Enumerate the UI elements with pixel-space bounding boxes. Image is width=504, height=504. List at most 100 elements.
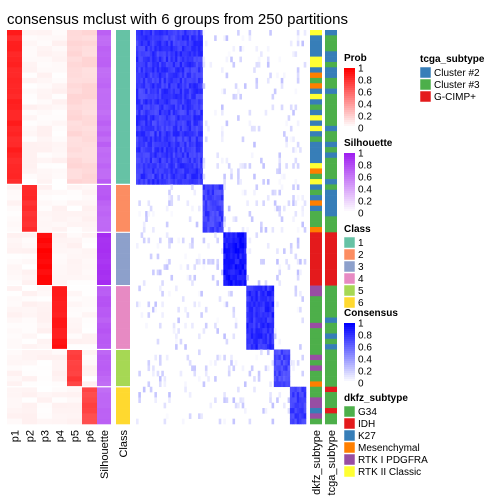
consensus-cell <box>283 354 286 361</box>
consensus-cell <box>225 237 229 244</box>
dkfz-subtype-cell <box>310 56 322 63</box>
consensus-cell <box>255 301 259 308</box>
consensus-cell <box>232 264 236 270</box>
consensus-cell <box>202 173 206 180</box>
consensus-cell <box>280 370 284 377</box>
consensus-cell <box>216 264 220 270</box>
consensus-cell <box>138 136 141 143</box>
consensus-legend-gradient-step <box>344 333 355 336</box>
consensus-cell <box>221 221 224 228</box>
consensus-cell <box>170 67 174 73</box>
consensus-cell <box>154 93 157 100</box>
consensus-cell <box>170 93 174 100</box>
prob-cell <box>52 296 68 302</box>
consensus-cell <box>257 290 261 297</box>
consensus-cell <box>138 72 141 79</box>
consensus-cell <box>165 136 169 143</box>
prob-cell <box>52 344 68 350</box>
prob-cell <box>22 88 38 95</box>
silhouette-cell <box>97 40 111 47</box>
consensus-cell <box>188 61 192 68</box>
consensus-cell <box>250 290 254 297</box>
prob-cell <box>22 147 38 153</box>
consensus-cell <box>264 301 268 308</box>
consensus-cell <box>154 173 157 180</box>
consensus-cell <box>266 306 270 313</box>
consensus-cell <box>301 397 305 404</box>
prob-cell <box>7 30 23 36</box>
consensus-legend-gradient-step <box>344 345 355 348</box>
dkfz-subtype-cell <box>310 258 322 265</box>
consensus-cell <box>188 141 192 148</box>
consensus-cell <box>161 67 164 73</box>
consensus-cell <box>246 312 249 318</box>
consensus-cell <box>168 115 171 121</box>
consensus-cell <box>260 317 263 324</box>
consensus-cell <box>179 56 183 63</box>
consensus-cell <box>147 67 151 73</box>
consensus-cell <box>239 93 242 100</box>
consensus-cell <box>145 30 148 36</box>
consensus-cell <box>136 30 139 36</box>
consensus-cell <box>138 51 141 57</box>
consensus-cell <box>184 51 187 57</box>
prob-cell <box>67 51 83 57</box>
consensus-cell <box>287 408 291 414</box>
consensus-cell <box>152 370 155 377</box>
consensus-cell <box>243 83 247 89</box>
consensus-cell <box>158 104 162 111</box>
prob-cell <box>7 77 23 84</box>
consensus-cell <box>294 418 298 425</box>
class-legend-swatch <box>343 260 356 273</box>
consensus-cell <box>253 67 256 73</box>
prob-cell <box>22 189 38 196</box>
consensus-cell <box>230 290 233 297</box>
prob-cell <box>52 72 68 79</box>
consensus-cell <box>204 227 208 233</box>
prob-cell <box>37 392 53 398</box>
consensus-cell <box>255 354 259 361</box>
consensus-cell <box>200 67 203 73</box>
consensus-cell <box>177 45 180 52</box>
consensus-cell <box>255 338 259 345</box>
class-cell <box>116 264 130 270</box>
consensus-cell <box>186 51 190 57</box>
consensus-cell <box>248 333 252 340</box>
consensus-cell <box>198 258 201 265</box>
prob-cell <box>37 168 53 175</box>
prob-cell <box>37 189 53 196</box>
consensus-cell <box>163 147 167 153</box>
consensus-cell <box>241 242 245 249</box>
consensus-cell <box>195 131 199 137</box>
consensus-cell <box>299 269 302 276</box>
prob-cell <box>67 189 83 196</box>
consensus-cell <box>221 125 224 132</box>
dkfz-subtype-cell <box>310 413 322 419</box>
consensus-cell <box>200 147 203 153</box>
consensus-cell <box>165 147 169 153</box>
consensus-cell <box>179 370 183 377</box>
consensus-cell <box>136 173 139 180</box>
consensus-cell <box>262 285 265 292</box>
consensus-cell <box>145 120 148 127</box>
consensus-cell <box>264 344 268 350</box>
consensus-cell <box>152 120 155 127</box>
consensus-cell <box>294 211 298 217</box>
consensus-cell <box>269 317 272 324</box>
class-legend-swatch <box>343 296 356 309</box>
class-cell <box>116 147 130 153</box>
consensus-cell <box>243 381 247 388</box>
consensus-cell <box>168 77 171 84</box>
consensus-cell <box>154 125 157 132</box>
prob-cell <box>22 120 38 127</box>
silhouette-cell <box>97 285 111 292</box>
consensus-cell <box>283 349 286 356</box>
consensus-cell <box>260 258 263 265</box>
consensus-cell <box>225 242 229 249</box>
prob-cell <box>22 30 38 36</box>
consensus-cell <box>260 301 263 308</box>
consensus-cell <box>184 306 187 313</box>
prob-cell <box>67 61 83 68</box>
silhouette-legend-tick: 0.6 <box>358 173 372 184</box>
